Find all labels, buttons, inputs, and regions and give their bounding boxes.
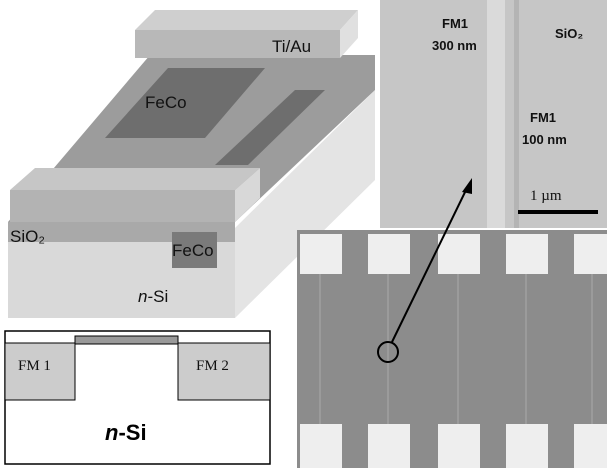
label-si: -Si [118, 420, 146, 445]
label-si: -Si [147, 287, 168, 306]
label-tiau: Ti/Au [272, 37, 311, 56]
label-fm2: FM 2 [196, 358, 229, 374]
label-sio2: SiO₂ [555, 26, 583, 41]
label-n: n [138, 287, 147, 306]
label-sio2: SiO₂ [10, 227, 45, 246]
label-fm1: FM 1 [18, 358, 51, 374]
figure: Ti/Au FeCo FeCo SiO₂ n-Si FM1 300 nm FM1… [0, 0, 607, 468]
page: Ti/Au FeCo FeCo SiO₂ n-Si FM1 300 nm FM1… [0, 0, 607, 468]
label-feco: FeCo [172, 241, 214, 260]
label-fm1: FM1 [530, 110, 556, 125]
label-nsi: n-Si [105, 420, 147, 445]
label-300nm: 300 nm [432, 38, 477, 53]
pad-front [10, 190, 235, 222]
channel [75, 336, 178, 344]
cross-section: FM 1 FM 2 n-Si [5, 331, 270, 464]
label-100nm: 100 nm [522, 132, 567, 147]
label-n: n [105, 420, 118, 445]
tiau-top [135, 10, 358, 30]
strip-narrow [514, 0, 519, 228]
label-feco: FeCo [145, 93, 187, 112]
label-nsi: n-Si [138, 287, 168, 306]
label-fm1: FM1 [442, 16, 468, 31]
pad-top [10, 168, 260, 190]
strip-wide [487, 0, 505, 228]
sem-top: FM1 300 nm FM1 100 nm SiO₂ 1 µm [380, 0, 607, 228]
scale-label: 1 µm [530, 188, 562, 204]
